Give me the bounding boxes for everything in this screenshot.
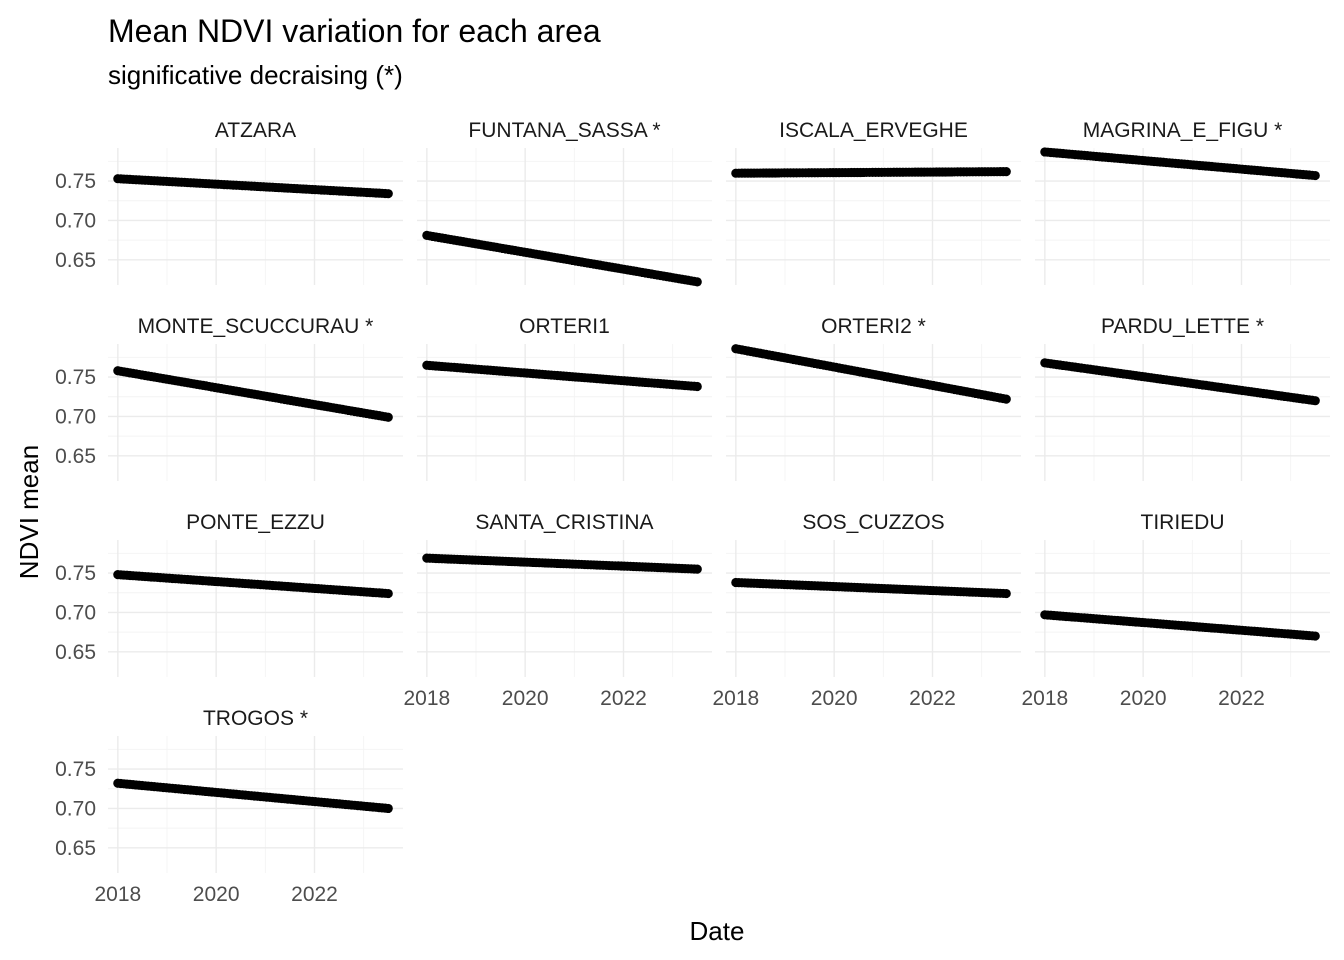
data-point	[1001, 588, 1011, 599]
y-tick-label: 0.75	[55, 758, 96, 781]
y-tick-label: 0.75	[55, 170, 96, 193]
x-tick-label: 2018	[94, 883, 141, 906]
panel: PARDU_LETTE *	[1035, 315, 1330, 481]
x-tick-label: 2020	[193, 883, 240, 906]
data-point	[383, 803, 393, 814]
facet-label: MAGRINA_E_FIGU *	[1083, 119, 1283, 142]
panel: SOS_CUZZOS 2018 2020 2022	[712, 511, 1021, 710]
panel: PONTE_EZZU 0.65 0.70 0.75	[55, 511, 403, 677]
x-tick-label: 2020	[502, 687, 549, 710]
facet-label: PONTE_EZZU	[186, 511, 325, 534]
x-tick-label: 2018	[1021, 687, 1068, 710]
data-point	[692, 564, 702, 574]
data-point	[1310, 396, 1320, 406]
y-tick-label: 0.65	[55, 445, 96, 468]
y-axis-title: NDVI mean	[14, 445, 44, 579]
facet-label: MONTE_SCUCCURAU *	[138, 315, 374, 338]
y-tick-label: 0.75	[55, 366, 96, 389]
x-tick-label: 2022	[1218, 687, 1265, 710]
facet-label: ORTERI1	[519, 315, 610, 338]
facet-label: PARDU_LETTE *	[1101, 315, 1264, 338]
x-tick-label: 2018	[712, 687, 759, 710]
data-point	[692, 381, 702, 392]
panel: SANTA_CRISTINA 2018 2020 2022	[403, 511, 712, 710]
x-tick-label: 2020	[1120, 687, 1167, 710]
y-tick-label: 0.70	[55, 601, 96, 624]
data-point	[1001, 167, 1011, 177]
data-point	[383, 588, 393, 599]
data-point	[692, 277, 702, 287]
facet-label: TIRIEDU	[1141, 511, 1225, 534]
panel: MAGRINA_E_FIGU *	[1035, 119, 1330, 285]
y-tick-label: 0.65	[55, 837, 96, 860]
panel: MONTE_SCUCCURAU * 0.65 0.70 0.75	[55, 315, 403, 481]
data-point	[383, 412, 393, 422]
x-tick-label: 2018	[403, 687, 450, 710]
panel: ORTERI2 *	[726, 315, 1021, 481]
chart-subtitle: significative decraising (*)	[108, 60, 403, 90]
y-tick-label: 0.70	[55, 797, 96, 820]
x-tick-label: 2022	[909, 687, 956, 710]
facet-label: SANTA_CRISTINA	[475, 511, 653, 534]
panel: FUNTANA_SASSA *	[417, 119, 712, 287]
facet-label: TROGOS *	[203, 707, 308, 730]
x-tick-label: 2022	[291, 883, 338, 906]
facet-label: ORTERI2 *	[821, 315, 926, 338]
data-point	[1001, 394, 1011, 404]
y-tick-label: 0.70	[55, 209, 96, 232]
panel: ISCALA_ERVEGHE	[726, 119, 1021, 285]
panel: TIRIEDU 2018 2020 2022	[1021, 511, 1330, 710]
y-tick-label: 0.70	[55, 405, 96, 428]
chart-title: Mean NDVI variation for each area	[108, 13, 601, 49]
x-axis-title: Date	[690, 916, 745, 946]
y-tick-label: 0.65	[55, 249, 96, 272]
panel: ATZARA 0.65 0.70 0.75	[55, 119, 403, 285]
data-point	[1310, 631, 1320, 641]
x-tick-label: 2020	[811, 687, 858, 710]
data-point	[1310, 170, 1320, 181]
facet-label: ATZARA	[215, 119, 296, 142]
y-tick-label: 0.75	[55, 562, 96, 585]
facet-label: FUNTANA_SASSA *	[468, 119, 660, 142]
y-tick-label: 0.65	[55, 641, 96, 664]
facet-label: SOS_CUZZOS	[802, 511, 944, 534]
x-tick-label: 2022	[600, 687, 647, 710]
panel: TROGOS * 0.65 0.70 0.75 2018 2020 2022	[55, 707, 403, 906]
data-point	[383, 189, 393, 199]
panel: ORTERI1	[417, 315, 712, 481]
facet-panels: ATZARA 0.65 0.70 0.75 FUNTANA_SASSA * ISCALA_…	[55, 119, 1330, 906]
facet-label: ISCALA_ERVEGHE	[779, 119, 968, 142]
